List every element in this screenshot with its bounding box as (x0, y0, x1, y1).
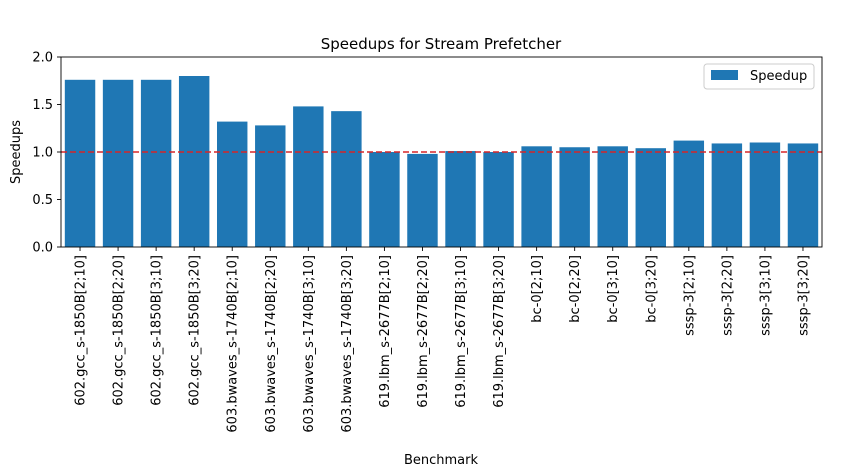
x-tick-label-3: 602.gcc_s-1850B[3;10] (150, 255, 165, 406)
bar-13 (521, 146, 552, 247)
bar-10 (407, 153, 438, 247)
x-tick-label-4: 602.gcc_s-1850B[3;20] (188, 255, 203, 406)
legend: Speedup (703, 63, 815, 90)
x-tick-label-19: sssp-3[3;10] (758, 255, 773, 336)
x-tick-label-6: 603.bwaves_s-1740B[2;20] (264, 255, 279, 433)
x-tick-label-18: sssp-3[2;20] (720, 255, 735, 336)
x-tick-label-20: sssp-3[3;20] (796, 255, 811, 336)
x-tick-label-1: 602.gcc_s-1850B[2;10] (74, 255, 89, 406)
bar-12 (483, 152, 514, 247)
x-tick-label-7: 603.bwaves_s-1740B[3;10] (302, 255, 317, 433)
legend-label: Speedup (750, 69, 807, 84)
bar-3 (140, 79, 172, 247)
bar-2 (102, 79, 134, 247)
y-axis-label: Speedups (9, 120, 24, 184)
chart-title: Speedups for Stream Prefetcher (321, 35, 562, 53)
x-tick-label-14: bc-0[2;20] (568, 255, 583, 323)
y-tick-label-4: 2.0 (32, 51, 53, 66)
x-tick-label-11: 619.lbm_s-2677B[3;10] (454, 255, 469, 408)
y-axis: 0.0 0.5 1.0 1.5 2.0 (32, 51, 61, 256)
bars-group (64, 76, 819, 248)
y-tick-label-0: 0.0 (32, 241, 53, 256)
x-axis: 602.gcc_s-1850B[2;10] 602.gcc_s-1850B[2;2… (74, 247, 811, 433)
bar-5 (217, 121, 248, 247)
x-axis-label: Benchmark (404, 453, 479, 468)
bar-17 (673, 140, 705, 247)
x-tick-label-2: 602.gcc_s-1850B[2;20] (112, 255, 127, 406)
x-tick-label-12: 619.lbm_s-2677B[3;20] (492, 255, 507, 408)
bar-16 (635, 148, 666, 247)
x-tick-label-10: 619.lbm_s-2677B[2;20] (416, 255, 431, 408)
legend-swatch (711, 70, 738, 80)
x-tick-label-9: 619.lbm_s-2677B[2;10] (378, 255, 393, 408)
y-tick-label-1: 0.5 (32, 193, 53, 208)
bar-15 (597, 146, 628, 247)
x-tick-label-13: bc-0[2;10] (530, 255, 545, 323)
y-tick-label-3: 1.5 (32, 98, 53, 113)
y-tick-label-2: 1.0 (32, 146, 53, 161)
x-tick-label-15: bc-0[3;10] (606, 255, 621, 323)
bar-11 (445, 151, 476, 247)
x-tick-label-16: bc-0[3;20] (644, 255, 659, 323)
bar-1 (64, 79, 96, 247)
x-tick-label-17: sssp-3[2;10] (682, 255, 697, 336)
x-tick-label-5: 603.bwaves_s-1740B[2;10] (226, 255, 241, 433)
bar-20 (787, 143, 819, 247)
bar-4 (178, 76, 210, 247)
bar-8 (331, 111, 362, 248)
bar-9 (369, 152, 400, 247)
bar-19 (749, 142, 781, 247)
bar-7 (293, 106, 324, 248)
bar-14 (559, 147, 590, 247)
bar-18 (711, 143, 743, 247)
x-tick-label-8: 603.bwaves_s-1740B[3;20] (340, 255, 355, 433)
bar-6 (255, 125, 286, 247)
